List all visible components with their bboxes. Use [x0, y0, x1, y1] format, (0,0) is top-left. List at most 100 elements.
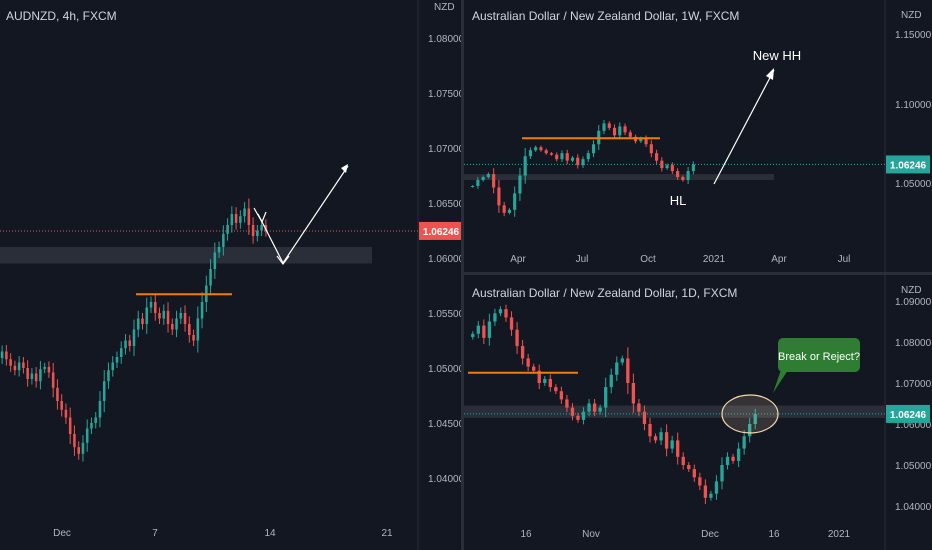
y-tick-label: 1.04000 [895, 502, 932, 513]
candle-body [239, 216, 242, 223]
candle-body [543, 378, 547, 383]
y-tick-label: 1.08000 [428, 34, 461, 45]
candle-body [111, 362, 115, 371]
candle-body [251, 225, 255, 236]
candle-body [487, 321, 492, 338]
weekly-chart-svg[interactable]: NZD 1.15000 1.10000 1.05000 Apr Jul Oct 2021 Apr… [464, 0, 932, 272]
candle-body [554, 387, 558, 392]
candle-body [504, 309, 508, 318]
last-price-tag [886, 404, 930, 423]
candle-body [256, 230, 259, 236]
candle-body [34, 373, 38, 382]
candle-body [687, 465, 691, 470]
candle-body [166, 310, 170, 324]
candle-body [132, 329, 136, 346]
candle-body [26, 368, 29, 379]
candle-body [81, 442, 85, 454]
candle-body [526, 358, 530, 367]
left-chart-panel[interactable]: AUDNZD, 4h, FXCM NZD 1.08000 1.07500 1.0700… [0, 0, 461, 550]
candle-body [698, 477, 702, 486]
candle-body [548, 378, 552, 388]
candle-body [676, 171, 680, 178]
candle-body [471, 185, 475, 187]
candle-body [5, 351, 8, 360]
y-tick-label: 1.10000 [895, 100, 932, 111]
y-tick-label: 1.06000 [895, 420, 932, 431]
candle-body [39, 369, 42, 382]
candle-body [226, 225, 229, 234]
candle-body [725, 456, 730, 465]
candle-body [13, 365, 17, 371]
candle-body [609, 374, 613, 388]
candle-body [518, 175, 522, 194]
panel-divider-vertical[interactable] [461, 0, 464, 550]
candle-body [532, 366, 536, 371]
candle-body [243, 208, 246, 217]
y-tick-label: 1.05000 [895, 179, 932, 190]
candle-body [523, 156, 527, 176]
candle-body [670, 440, 674, 449]
candle-body [482, 325, 486, 338]
candle-body [598, 407, 602, 412]
candle-body [681, 177, 685, 181]
candle-body [175, 318, 178, 330]
candle-body [509, 317, 514, 330]
candle-body [497, 187, 501, 206]
candle-body [576, 157, 580, 166]
callout-label: Break or Reject? [778, 351, 860, 363]
candle-body [676, 440, 680, 457]
candle-body [493, 313, 497, 322]
candle-body [247, 208, 251, 225]
candle-body [736, 448, 741, 461]
candle-body [196, 318, 200, 341]
x-tick-label: Dec [53, 528, 71, 539]
callout-box [778, 338, 860, 372]
candle-body [691, 164, 695, 172]
candle-body [9, 359, 12, 366]
candle-body [565, 153, 569, 161]
candle-body [644, 138, 648, 145]
daily-chart-panel[interactable]: Australian Dollar / New Zealand Dollar, … [464, 275, 932, 550]
y-tick-label: 1.08000 [895, 338, 932, 349]
candle-body [670, 165, 674, 172]
candle-body [602, 123, 606, 131]
candle-body [56, 387, 59, 401]
new-hh-arrow [713, 69, 775, 185]
left-chart-svg[interactable]: NZD 1.08000 1.07500 1.07000 1.06500 1.06000 1.… [0, 0, 461, 550]
new-hh-label: New HH [753, 48, 801, 63]
candle-body [653, 436, 658, 441]
currency-label: NZD [434, 2, 455, 13]
candle-body [149, 302, 153, 308]
candle-body [188, 324, 191, 335]
x-tick-label: Oct [640, 254, 656, 265]
y-tick-label: 1.04000 [428, 474, 461, 485]
candle-body [260, 225, 263, 231]
panel-divider-horizontal[interactable] [464, 272, 932, 275]
candle-body [60, 401, 63, 410]
last-price-tag [419, 221, 461, 240]
candle-body [607, 123, 611, 128]
last-price-label: 1.06246 [890, 410, 927, 421]
candle-body [492, 174, 496, 188]
candle-body [43, 366, 46, 370]
candle-body [604, 387, 608, 408]
candle-body [714, 481, 719, 494]
candle-body [639, 138, 643, 142]
candle-body [559, 391, 564, 400]
y-tick-label: 1.05000 [895, 461, 932, 472]
arrow-tick [253, 207, 267, 224]
candle-body [102, 381, 106, 401]
candle-body [649, 144, 653, 154]
candle-body [192, 335, 195, 341]
weekly-chart-panel[interactable]: Australian Dollar / New Zealand Dollar, … [464, 0, 932, 272]
candle-body [124, 340, 127, 349]
candle-body [565, 399, 569, 408]
arrow-tick [276, 255, 290, 265]
candle-body [222, 233, 225, 247]
candle-body [587, 403, 591, 412]
x-tick-label: 2021 [828, 529, 851, 540]
candle-body [581, 159, 585, 166]
candle-body [534, 147, 538, 151]
candle-body [642, 411, 647, 424]
